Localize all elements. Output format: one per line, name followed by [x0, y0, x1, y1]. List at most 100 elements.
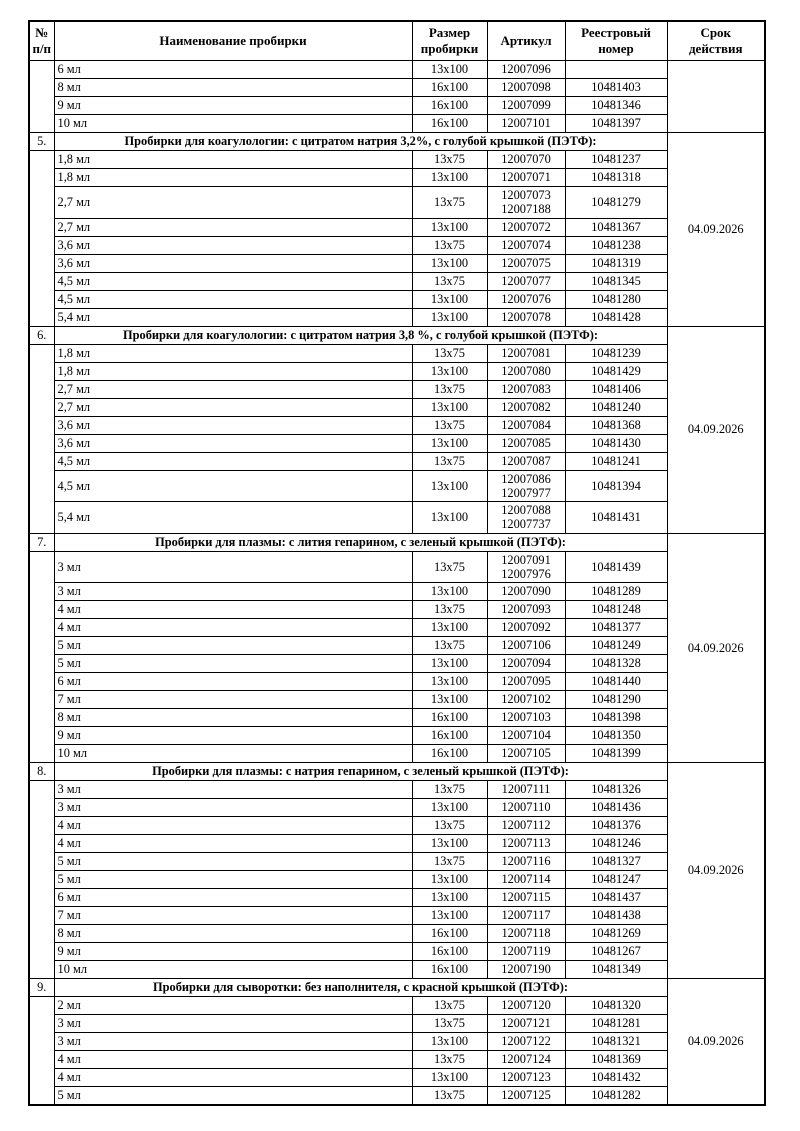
article-number: 12007091 12007976: [486, 550, 566, 584]
article-number: 12007117: [486, 906, 566, 926]
article-number: 12007086 12007977: [486, 469, 566, 503]
table-row: 3 мл 13x75 12007091 12007976 10481439: [28, 550, 765, 764]
tube-name: 4 мл: [53, 834, 413, 854]
article-number: 12007092: [486, 618, 566, 638]
article-number: 12007104: [486, 726, 566, 746]
article-number: 12007075: [486, 253, 566, 273]
article-number: 12007081: [486, 343, 566, 363]
section-number: 9.: [28, 978, 55, 998]
tube-size: 13x75: [411, 235, 488, 255]
tube-name: 4 мл: [53, 600, 413, 620]
tube-name: 4 мл: [53, 1068, 413, 1088]
article-number: 12007074: [486, 235, 566, 255]
tube-size: 13x100: [411, 397, 488, 417]
tube-name: 8 мл: [53, 708, 413, 728]
article-number: 12007082: [486, 397, 566, 417]
article-number: 12007122: [486, 1032, 566, 1052]
tube-name: 2 мл: [53, 996, 413, 1016]
tube-name: 3 мл: [53, 582, 413, 602]
tube-size: 13x100: [411, 60, 488, 79]
validity-date: 04.09.2026: [666, 762, 766, 980]
article-number: 12007115: [486, 888, 566, 908]
registry-number: [564, 60, 668, 79]
table-row: 4,5 мл 13x100 12007086 12007977 10481394: [29, 469, 765, 503]
article-number: 12007076: [486, 289, 566, 309]
tube-size: 13x100: [411, 1032, 488, 1052]
tube-name: 3 мл: [53, 550, 413, 584]
tube-size: 13x100: [411, 307, 488, 327]
row-number-cell: [28, 150, 55, 327]
registry-number: 10481429: [564, 361, 668, 381]
tube-name: 1,8 мл: [53, 343, 413, 363]
table-row: 9 мл 16x100 12007099 10481346: [29, 96, 765, 115]
validity-date: 04.09.2026: [666, 978, 766, 1106]
tube-name: 10 мл: [53, 960, 413, 980]
table-row: 2 мл 13x75 12007120 10481320: [28, 996, 765, 1106]
tube-size: 16x100: [411, 96, 488, 115]
registry-number: 10481248: [564, 600, 668, 620]
tube-size: 13x100: [411, 618, 488, 638]
registry-number: 10481318: [564, 168, 668, 187]
tube-size: 13x75: [411, 780, 488, 800]
registry-number: 10481239: [564, 343, 668, 363]
header-registry: Реестровый номер: [564, 20, 668, 61]
tube-size: 13x75: [411, 1086, 488, 1106]
table-row: 7 мл 13x100 12007102 10481290: [29, 690, 765, 710]
registry-number: 10481240: [564, 397, 668, 417]
section-header-row: 5. Пробирки для коагулологии: с цитратом …: [28, 132, 766, 327]
tube-name: 4,5 мл: [53, 469, 413, 503]
article-number: 12007070: [486, 150, 566, 169]
tube-name: 3 мл: [53, 1014, 413, 1034]
registry-number: 10481376: [564, 816, 668, 836]
validity-date: [666, 60, 766, 133]
tube-name: 4 мл: [53, 618, 413, 638]
table-row: 1,8 мл 13x100 12007080 10481429: [29, 361, 765, 381]
table-row: 2,7 мл 13x100 12007072 10481367: [29, 217, 765, 237]
tube-name: 6 мл: [53, 672, 413, 692]
tube-name: 4,5 мл: [53, 271, 413, 291]
row-number-cell: [28, 60, 55, 133]
table-row: 5,4 мл 13x100 12007088 12007737 10481431: [29, 501, 765, 534]
article-number: 12007093: [486, 600, 566, 620]
table-row: 1,8 мл 13x75 12007081 10481239: [28, 343, 765, 534]
table-row: 2,7 мл 13x100 12007082 10481240: [29, 397, 765, 417]
registry-number: 10481327: [564, 852, 668, 872]
tube-size: 13x100: [411, 798, 488, 818]
registry-number: 10481399: [564, 744, 668, 764]
article-number: 12007090: [486, 582, 566, 602]
tube-name: 5 мл: [53, 1086, 413, 1106]
article-number: 12007094: [486, 654, 566, 674]
table-row: 3 мл 13x100 12007122 10481321: [29, 1032, 765, 1052]
tube-size: 13x75: [411, 816, 488, 836]
tube-size: 16x100: [411, 78, 488, 97]
validity-date: 04.09.2026: [666, 532, 766, 764]
table-row: 4 мл 13x75 12007093 10481248: [29, 600, 765, 620]
tube-size: 16x100: [411, 924, 488, 944]
article-number: 12007080: [486, 361, 566, 381]
tube-name: 3,6 мл: [53, 433, 413, 453]
table-row: 8 мл 16x100 12007098 10481403: [29, 78, 765, 97]
table-row: 3 мл 13x100 12007110 10481436: [29, 798, 765, 818]
registry-number: 10481369: [564, 1050, 668, 1070]
registry-number: 10481394: [564, 469, 668, 503]
registry-number: 10481439: [564, 550, 668, 584]
tube-name: 2,7 мл: [53, 186, 413, 219]
tube-name: 5 мл: [53, 852, 413, 872]
tube-name: 6 мл: [53, 60, 413, 79]
article-number: 12007111: [486, 780, 566, 800]
article-number: 12007099: [486, 96, 566, 115]
table-row: 10 мл 16x100 12007190 10481349: [29, 960, 765, 980]
tube-size: 13x100: [411, 870, 488, 890]
table-row: 6 мл 13x100 12007095 10481440: [29, 672, 765, 692]
tube-name: 4 мл: [53, 816, 413, 836]
row-number-cell: [28, 996, 55, 1106]
section-title: Пробирки для коагулологии: с цитратом на…: [53, 132, 668, 151]
table-row: 10 мл 16x100 12007105 10481399: [29, 744, 765, 764]
section-header-row: 8. Пробирки для плазмы: с натрия гепарино…: [28, 762, 766, 980]
registry-number: 10481289: [564, 582, 668, 602]
registry-number: 10481437: [564, 888, 668, 908]
registry-number: 10481249: [564, 636, 668, 656]
tube-name: 9 мл: [53, 726, 413, 746]
article-number: 12007072: [486, 217, 566, 237]
